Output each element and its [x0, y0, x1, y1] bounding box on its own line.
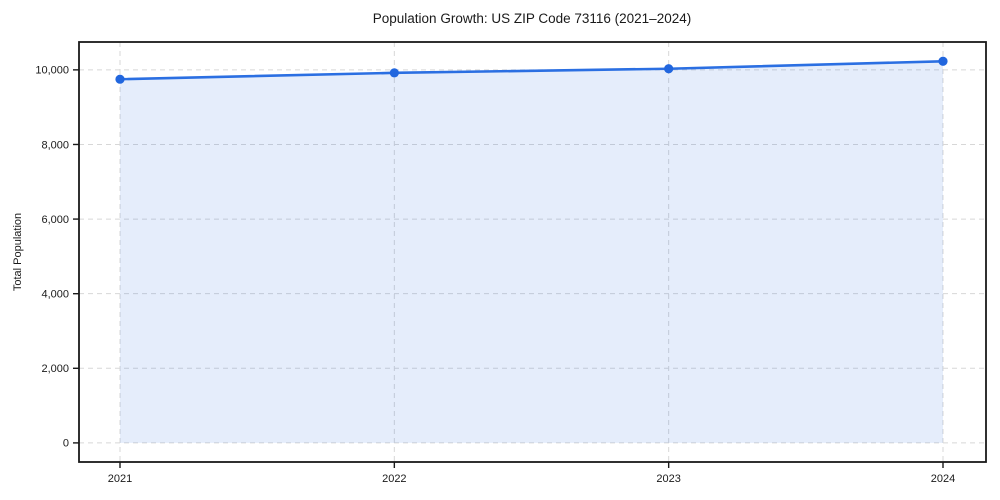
data-point-marker	[115, 74, 125, 84]
data-point-marker	[389, 68, 399, 78]
x-tick-label: 2024	[931, 473, 955, 485]
data-point-markers	[115, 56, 948, 84]
data-point-marker	[664, 64, 674, 74]
y-tick-label: 6,000	[41, 214, 69, 226]
plot-border	[78, 41, 987, 463]
data-point-marker	[938, 56, 948, 66]
x-tick-labels: 2021 2022 2023 2024	[108, 473, 955, 485]
y-tick-labels: 0 2,000 4,000 6,000 8,000 10,000	[35, 65, 69, 450]
x-tick-label: 2022	[382, 473, 406, 485]
y-tick-label: 0	[63, 438, 69, 450]
tick-marks	[73, 69, 944, 468]
x-tick-label: 2021	[108, 473, 132, 485]
y-tick-label: 10,000	[35, 65, 69, 77]
y-tick-label: 4,000	[41, 288, 69, 300]
y-tick-label: 2,000	[41, 363, 69, 375]
area-fill	[120, 61, 943, 443]
y-tick-label: 8,000	[41, 139, 69, 151]
line-series	[118, 59, 945, 81]
chart-title: Population Growth: US ZIP Code 73116 (20…	[372, 11, 692, 26]
x-tick-label: 2023	[656, 473, 680, 485]
